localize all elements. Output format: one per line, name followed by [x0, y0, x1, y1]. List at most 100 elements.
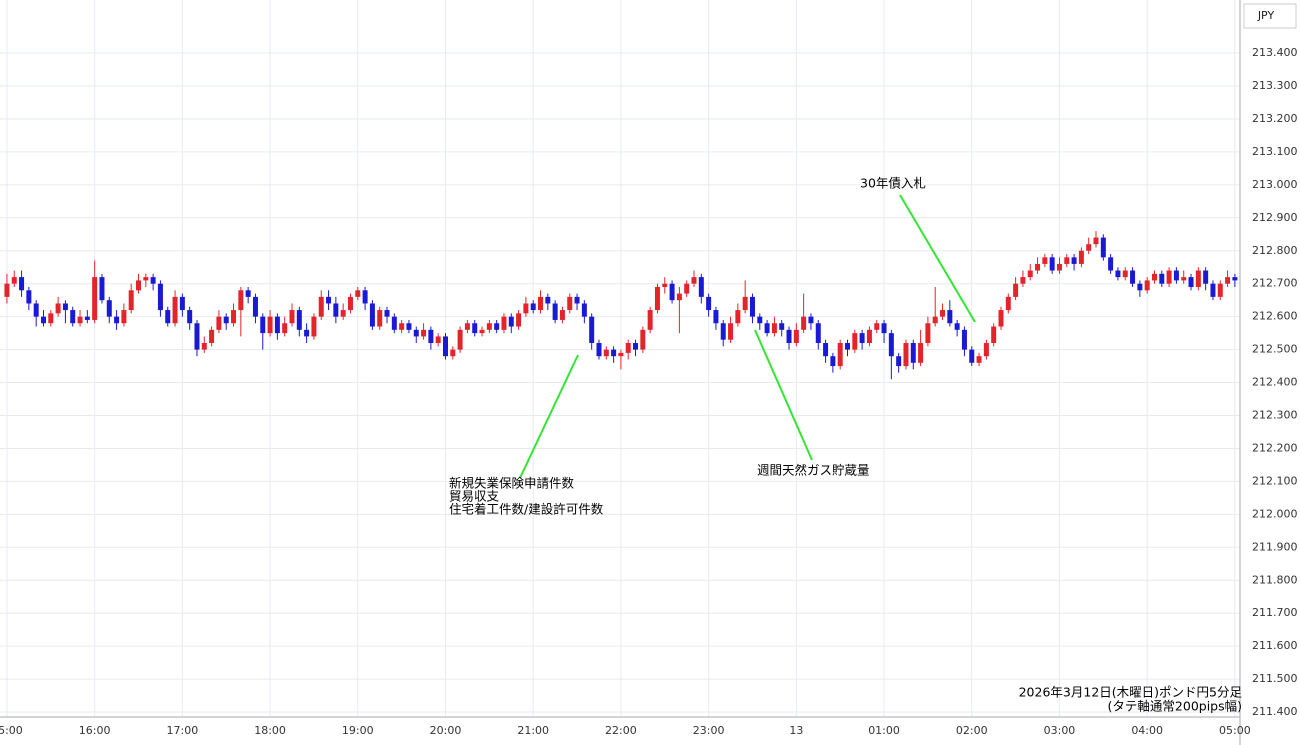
candle-body — [296, 310, 302, 330]
candle-body — [19, 277, 25, 291]
candle-body — [457, 329, 463, 350]
candle-body — [786, 329, 792, 344]
candle-body — [355, 290, 361, 297]
candle-body — [764, 323, 770, 334]
candle-body — [413, 329, 419, 337]
candle-body — [1122, 270, 1128, 278]
candle-body — [888, 333, 894, 357]
candle-body — [501, 316, 507, 330]
candle-body — [48, 313, 54, 324]
candle-body — [844, 343, 850, 350]
candle-body — [1232, 277, 1238, 281]
candle-body — [114, 316, 120, 324]
annotation: 週間天然ガス貯蔵量 — [757, 463, 870, 478]
y-tick-label: 212.200 — [1252, 441, 1298, 454]
candle-body — [267, 316, 273, 334]
candle-body — [698, 277, 704, 297]
annotation: 30年債入札 — [860, 176, 926, 191]
candle-body — [128, 290, 134, 311]
candle-body — [1056, 263, 1062, 271]
candle-body — [793, 329, 799, 344]
candle-body — [304, 329, 310, 337]
candle-body — [172, 296, 178, 324]
y-tick-label: 212.100 — [1252, 474, 1298, 487]
candle-body — [1137, 283, 1143, 291]
y-tick-label: 213.100 — [1252, 145, 1298, 158]
y-tick-label: 212.500 — [1252, 343, 1298, 356]
candle-body — [823, 343, 829, 357]
candle-body — [925, 323, 931, 344]
candle-body — [1078, 250, 1084, 264]
currency-box — [1243, 3, 1297, 29]
candle-body — [464, 323, 470, 330]
candle-body — [545, 296, 551, 304]
annotation: 新規失業保険申請件数 — [449, 476, 575, 491]
candle-body — [896, 356, 902, 367]
candle-body — [150, 277, 156, 284]
candle-body — [486, 323, 492, 330]
candle-body — [99, 277, 105, 301]
candle-body — [574, 296, 580, 304]
candle-body — [991, 326, 997, 344]
candle-body — [742, 296, 748, 311]
y-tick-label: 211.700 — [1252, 606, 1298, 619]
y-tick-label: 212.300 — [1252, 409, 1298, 422]
x-tick-label: 16:00 — [79, 724, 111, 737]
candle-body — [749, 296, 755, 317]
candle-body — [581, 303, 587, 317]
candle-body — [735, 310, 741, 324]
candle-body — [187, 310, 193, 324]
candle-body — [1049, 257, 1055, 271]
candle-body — [523, 303, 529, 314]
candle-body — [274, 316, 280, 334]
y-tick-label: 211.900 — [1252, 540, 1298, 553]
candle-body — [603, 349, 609, 357]
candle-body — [216, 316, 222, 330]
candle-body — [567, 296, 573, 311]
candle-body — [4, 283, 10, 297]
candle-body — [55, 303, 61, 314]
candle-body — [40, 316, 46, 324]
y-tick-label: 213.000 — [1252, 178, 1298, 191]
candle-body — [369, 303, 375, 327]
candle-body — [1210, 283, 1216, 297]
candle-body — [157, 283, 163, 311]
candle-body — [1159, 273, 1165, 284]
candle-body — [720, 323, 726, 340]
x-tick-label: 04:00 — [1131, 724, 1163, 737]
candle-body — [947, 310, 953, 324]
candle-body — [910, 343, 916, 363]
candle-body — [238, 290, 244, 311]
candle-body — [223, 316, 229, 324]
x-tick-label: 03:00 — [1044, 724, 1076, 737]
y-tick-label: 212.900 — [1252, 211, 1298, 224]
candle-body — [1225, 277, 1231, 284]
candle-body — [399, 323, 405, 330]
currency-label: JPY — [1257, 9, 1275, 22]
y-tick-label: 211.800 — [1252, 573, 1298, 586]
candles — [4, 230, 1238, 380]
candle-body — [874, 323, 880, 330]
candle-body — [1151, 273, 1157, 281]
candle-body — [611, 349, 617, 357]
candle-body — [779, 323, 785, 330]
x-tick-label: 17:00 — [167, 724, 199, 737]
y-tick-label: 212.000 — [1252, 507, 1298, 520]
candle-body — [201, 343, 207, 350]
candle-body — [26, 290, 32, 304]
y-tick-label: 212.600 — [1252, 310, 1298, 323]
candle-body — [903, 343, 909, 367]
candle-body — [684, 283, 690, 294]
candle-body — [209, 329, 215, 344]
candle-body — [808, 316, 814, 324]
caption: 2026年3月12日(木曜日)ポンド円5分足 — [1019, 685, 1243, 700]
y-tick-label: 213.200 — [1252, 112, 1298, 125]
candle-body — [538, 296, 544, 311]
candle-body — [757, 316, 763, 324]
candle-body — [530, 303, 536, 311]
candle-body — [961, 329, 967, 350]
candle-body — [1005, 296, 1011, 311]
candle-body — [1181, 277, 1187, 281]
candle-body — [406, 323, 412, 330]
